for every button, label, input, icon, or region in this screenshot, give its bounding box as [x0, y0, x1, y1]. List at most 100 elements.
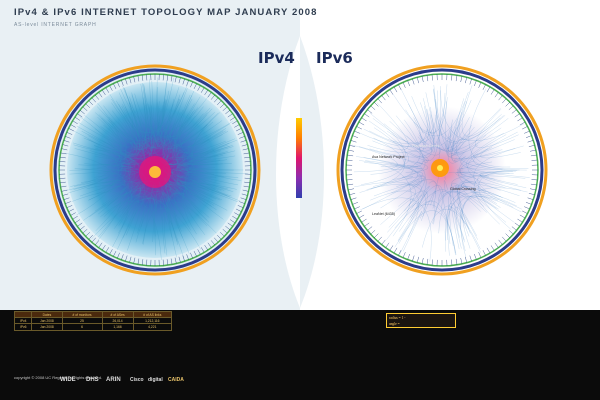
as-link — [445, 196, 497, 252]
as-tick — [354, 206, 360, 210]
as-link — [450, 116, 470, 152]
as-tick — [482, 84, 486, 90]
as-tick — [85, 232, 91, 237]
as-link — [73, 130, 119, 201]
as-tick — [431, 259, 433, 266]
as-link — [422, 190, 436, 217]
as-link — [180, 174, 224, 220]
as-tick — [486, 247, 491, 254]
as-tick — [62, 144, 69, 147]
as-link — [136, 123, 147, 150]
as-link — [405, 162, 429, 173]
as-link — [84, 147, 126, 166]
as-tick — [398, 84, 402, 90]
as-tick — [201, 87, 205, 93]
as-tick — [522, 210, 528, 214]
as-tick — [243, 152, 250, 155]
panel-divider-left — [276, 36, 300, 308]
as-tick — [346, 159, 353, 161]
as-link — [458, 115, 506, 160]
as-tick — [354, 130, 360, 134]
as-tick — [162, 259, 164, 266]
as-link — [364, 162, 423, 170]
as-link — [111, 87, 180, 133]
as-link — [423, 98, 435, 153]
as-link — [80, 176, 124, 185]
as-tick — [407, 253, 410, 260]
as-link — [369, 90, 438, 144]
as-link — [370, 176, 413, 189]
as-link — [65, 153, 114, 216]
as-tick — [236, 208, 242, 212]
as-tick — [417, 256, 419, 263]
as-link — [120, 193, 139, 218]
as-tick — [162, 74, 164, 81]
as-tick — [393, 247, 398, 254]
as-link — [387, 84, 448, 144]
as-link — [462, 194, 517, 249]
as-tick — [113, 251, 117, 257]
as-tick — [207, 242, 212, 248]
as-link — [445, 127, 502, 154]
as-tick — [529, 188, 536, 191]
as-link — [142, 208, 201, 250]
as-tick — [426, 258, 429, 265]
as-link — [164, 122, 199, 149]
as-link — [191, 112, 242, 181]
as-tick — [412, 78, 415, 85]
as-link — [425, 86, 441, 161]
as-tick — [244, 181, 251, 184]
as-tick — [517, 218, 523, 223]
as-tick — [63, 140, 70, 143]
as-link — [372, 102, 409, 150]
as-tick — [474, 80, 477, 87]
as-link — [358, 105, 428, 147]
as-link — [184, 172, 248, 176]
ipv6-ring-blue — [340, 68, 544, 272]
as-tick — [373, 233, 379, 239]
as-tick — [402, 252, 406, 258]
as-link — [447, 139, 461, 157]
as-link — [162, 212, 185, 259]
as-link — [459, 175, 489, 234]
as-tick — [234, 212, 240, 216]
topology-graphic: Hurricane Electric Ava Network Project L… — [49, 36, 548, 308]
as-link — [150, 98, 180, 140]
as-tick — [455, 258, 458, 265]
as-link — [468, 88, 511, 168]
as-tick — [65, 136, 71, 139]
as-tick — [421, 76, 424, 83]
as-tick — [146, 74, 148, 81]
as-tick — [190, 252, 193, 259]
as-tick — [117, 252, 120, 259]
as-tick — [109, 85, 113, 91]
as-tick — [241, 193, 248, 196]
cisco-logo: Cisco — [130, 377, 144, 383]
as-link — [451, 123, 462, 161]
as-tick — [59, 156, 66, 159]
as-tick — [460, 76, 463, 83]
as-link — [447, 192, 516, 241]
table-cell: 6 — [61, 323, 103, 331]
as-link — [446, 127, 457, 150]
as-link — [460, 156, 530, 178]
as-link — [392, 121, 425, 153]
as-tick — [498, 95, 503, 101]
as-tick — [174, 257, 177, 264]
as-link — [162, 184, 221, 201]
as-link — [130, 132, 144, 160]
as-link — [478, 169, 520, 230]
as-link — [457, 169, 507, 223]
as-link — [177, 113, 204, 178]
as-tick — [349, 193, 356, 195]
as-tick — [502, 98, 507, 104]
as-link — [445, 101, 457, 152]
as-tick — [514, 222, 520, 227]
as-link — [114, 102, 140, 166]
as-tick — [517, 117, 523, 122]
as-tick — [59, 181, 66, 184]
as-link — [103, 195, 145, 227]
as-link — [467, 148, 501, 191]
as-link — [380, 180, 420, 209]
as-link — [451, 175, 526, 188]
